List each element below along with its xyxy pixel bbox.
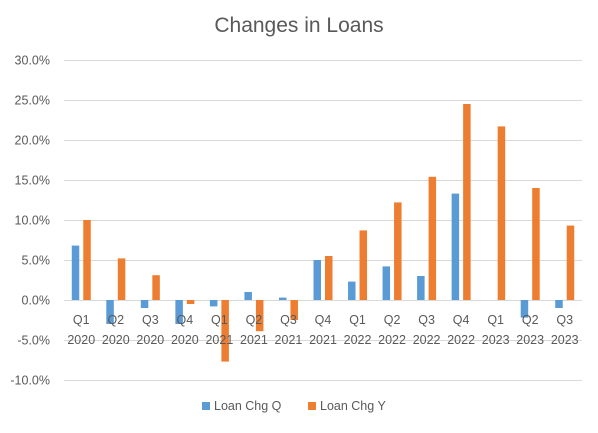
bar-loan-chg-q — [175, 300, 183, 324]
legend-label: Loan Chg Y — [320, 399, 386, 413]
x-tick-label-quarter: Q1 — [349, 313, 366, 327]
bar-loan-chg-y — [152, 275, 160, 300]
bar-loan-chg-q — [278, 297, 287, 300]
x-tick-label-year: 2022 — [378, 333, 406, 347]
y-tick-label: 25.0% — [15, 94, 50, 108]
bar-loan-chg-q — [382, 266, 391, 300]
bar-loan-chg-y — [290, 300, 298, 320]
bar-loan-chg-y — [117, 258, 126, 300]
bar-loan-chg-y — [325, 256, 333, 300]
legend-swatch — [308, 402, 316, 410]
y-tick-label: 30.0% — [15, 54, 50, 68]
x-tick-label-quarter: Q4 — [453, 313, 470, 327]
x-tick-label-quarter: Q1 — [211, 313, 228, 327]
y-tick-label: 10.0% — [15, 214, 50, 228]
bar-loan-chg-q — [71, 245, 80, 300]
bar-loan-chg-q — [417, 276, 425, 300]
bar-loan-chg-q — [140, 300, 149, 308]
bar-loan-chg-q — [106, 300, 114, 324]
bar-loan-chg-q — [555, 300, 563, 308]
chart-title: Changes in Loans — [214, 14, 384, 37]
bar-loan-chg-y — [394, 202, 402, 300]
x-tick-label-year: 2021 — [205, 333, 233, 347]
bar-loan-chg-q — [313, 260, 321, 300]
bar-loan-chg-y — [532, 188, 540, 300]
y-tick-label: 5.0% — [22, 254, 51, 268]
x-tick-label-year: 2021 — [240, 333, 268, 347]
y-tick-label: 15.0% — [15, 174, 50, 188]
bar-loan-chg-y — [186, 300, 195, 304]
bar-loan-chg-y — [255, 300, 264, 332]
x-tick-label-year: 2020 — [136, 333, 164, 347]
x-tick-label-quarter: Q2 — [246, 313, 263, 327]
x-tick-label-year: 2023 — [551, 333, 579, 347]
bar-loan-chg-y — [221, 300, 229, 362]
bar-loan-chg-q — [520, 300, 529, 318]
x-tick-label-year: 2022 — [344, 333, 372, 347]
x-tick-label-quarter: Q3 — [556, 313, 573, 327]
x-tick-label-year: 2023 — [482, 333, 510, 347]
bar-loan-chg-y — [428, 176, 437, 300]
x-tick-label-quarter: Q2 — [384, 313, 401, 327]
bar-loan-chg-y — [497, 126, 506, 301]
bar-loan-chg-y — [566, 225, 575, 300]
x-tick-label-quarter: Q1 — [73, 313, 90, 327]
y-tick-label: 0.0% — [22, 294, 51, 308]
bar-loan-chg-y — [83, 220, 91, 300]
x-tick-label-quarter: Q4 — [177, 313, 194, 327]
bar-loan-chg-q — [209, 300, 218, 307]
x-tick-label-quarter: Q3 — [142, 313, 159, 327]
x-tick-label-year: 2020 — [67, 333, 95, 347]
x-tick-label-year: 2021 — [275, 333, 303, 347]
x-tick-label-year: 2020 — [102, 333, 130, 347]
x-tick-label-year: 2023 — [516, 333, 544, 347]
x-tick-label-quarter: Q3 — [280, 313, 297, 327]
x-tick-label-year: 2020 — [171, 333, 199, 347]
legend-label: Loan Chg Q — [214, 399, 282, 413]
y-tick-label: -10.0% — [10, 374, 50, 388]
x-tick-label-year: 2021 — [309, 333, 337, 347]
x-tick-label-quarter: Q2 — [522, 313, 539, 327]
x-tick-label-quarter: Q3 — [418, 313, 435, 327]
bar-loan-chg-y — [463, 104, 471, 300]
y-tick-label: 20.0% — [15, 134, 50, 148]
bar-loan-chg-y — [359, 230, 368, 300]
legend-swatch — [202, 402, 210, 410]
x-tick-label-quarter: Q2 — [107, 313, 124, 327]
bar-loan-chg-q — [348, 281, 356, 300]
x-tick-label-year: 2022 — [413, 333, 441, 347]
y-tick-label: -5.0% — [17, 334, 50, 348]
x-tick-label-quarter: Q4 — [315, 313, 332, 327]
bar-loan-chg-q — [244, 292, 252, 300]
x-tick-label-year: 2022 — [447, 333, 475, 347]
x-tick-label-quarter: Q1 — [487, 313, 504, 327]
bar-loan-chg-q — [451, 193, 460, 300]
